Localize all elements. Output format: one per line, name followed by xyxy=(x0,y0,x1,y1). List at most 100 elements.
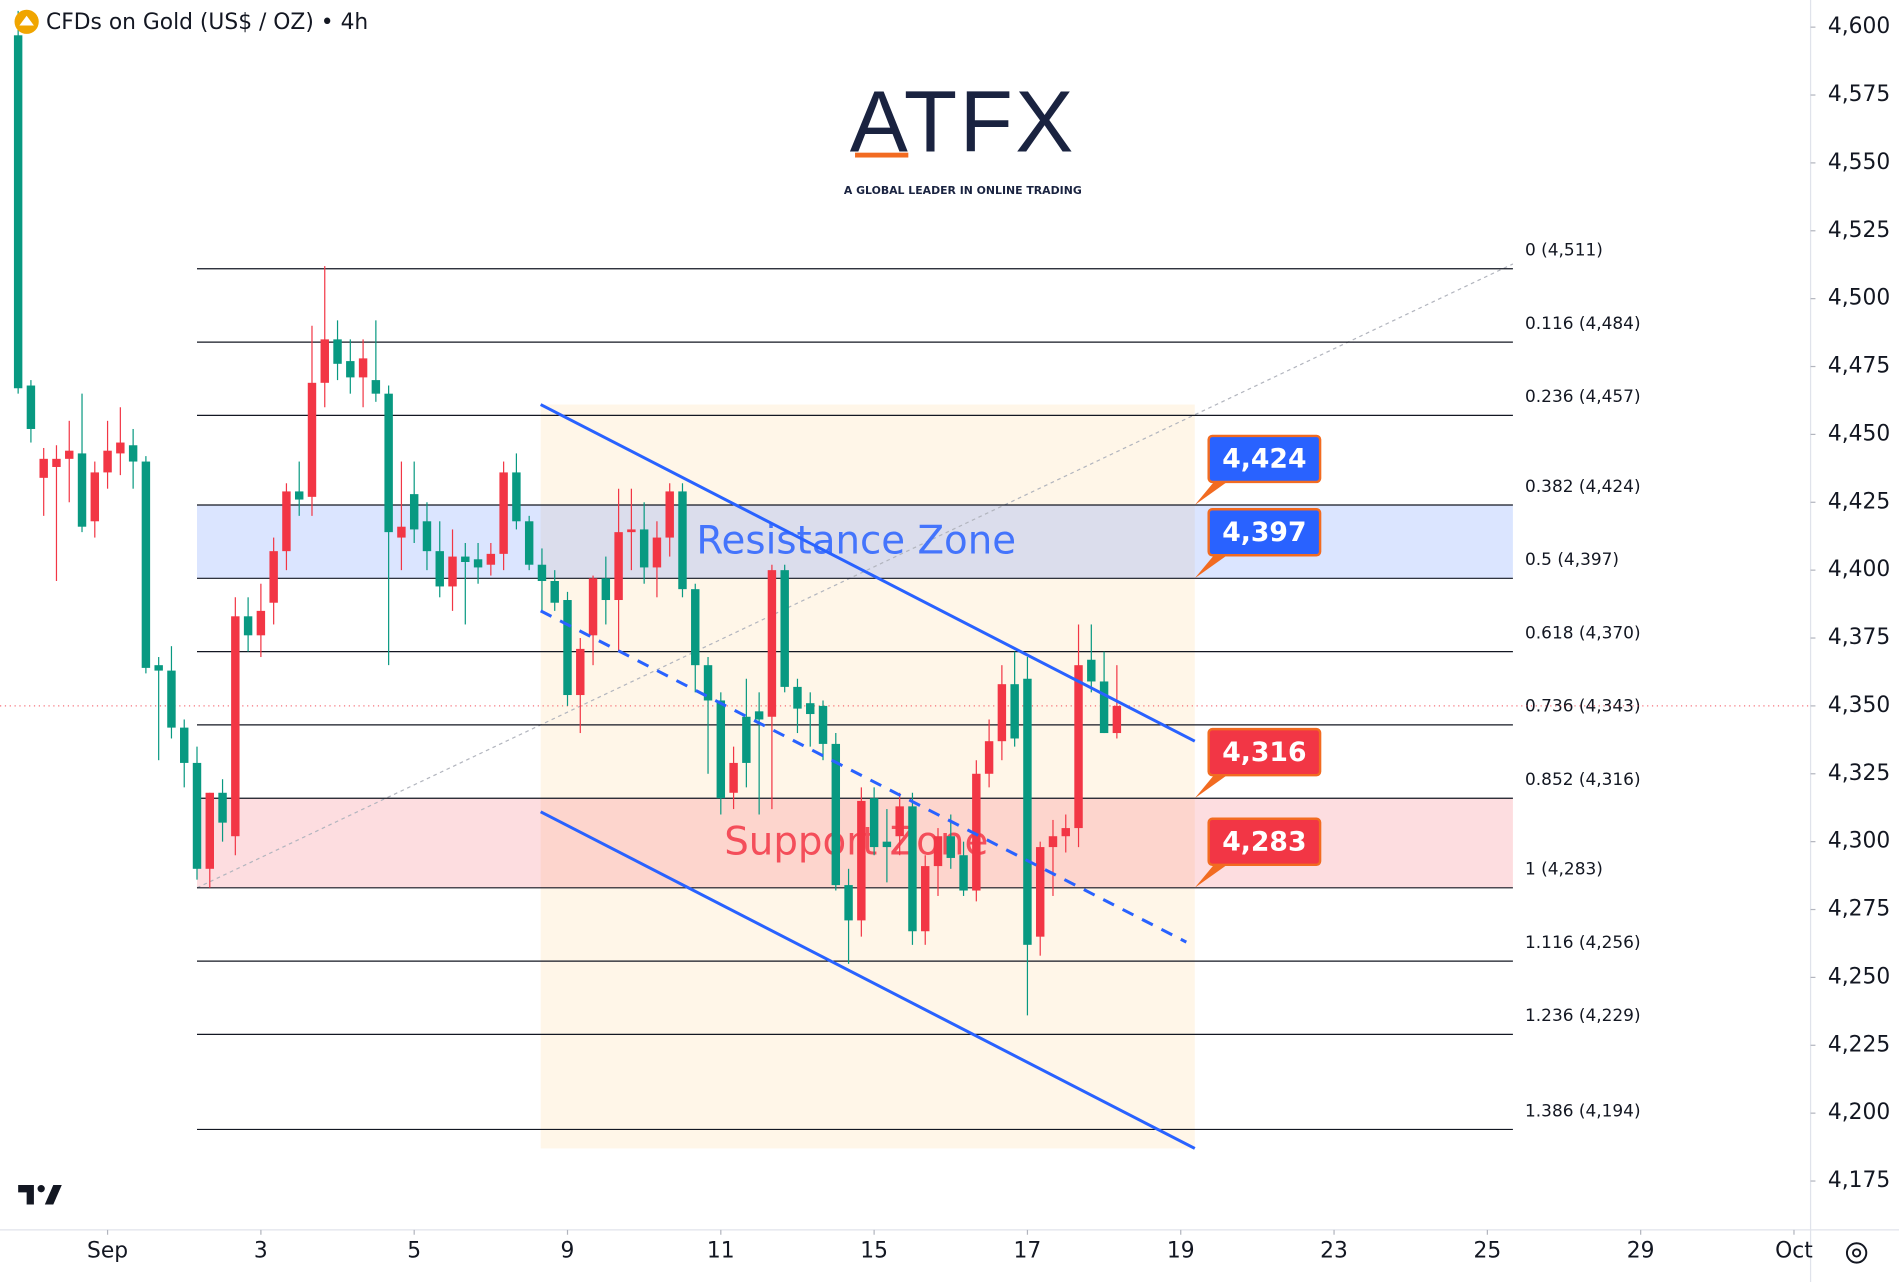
candle-body xyxy=(1010,684,1019,739)
candle-body xyxy=(473,559,483,568)
y-tick-label: 4,375 xyxy=(1828,625,1890,650)
candle-body xyxy=(1035,847,1045,937)
candle-body xyxy=(601,578,611,601)
callout-box xyxy=(1207,727,1322,777)
candle-body xyxy=(333,339,342,364)
candle-body xyxy=(576,648,585,696)
candle-body xyxy=(806,703,815,715)
candle-body xyxy=(294,491,304,500)
candle-body xyxy=(39,458,48,478)
candle-body xyxy=(422,521,432,552)
candle-body xyxy=(742,716,751,763)
y-tick-label: 4,275 xyxy=(1828,897,1890,922)
candle-body xyxy=(409,494,419,530)
candle-body xyxy=(716,700,726,799)
settings-icon[interactable] xyxy=(1845,1242,1868,1264)
candle-body xyxy=(192,762,202,869)
candle-body xyxy=(358,358,368,378)
x-tick-label: 29 xyxy=(1627,1239,1655,1264)
candle-body xyxy=(754,711,764,720)
candle-body xyxy=(141,461,151,668)
fib-label: 0.382 (4,424) xyxy=(1525,476,1641,496)
candle-body xyxy=(397,526,406,538)
candle-body xyxy=(857,800,866,921)
callout-label: 4,397 xyxy=(1222,517,1306,548)
candle-body xyxy=(218,792,227,823)
candle-body xyxy=(984,741,994,774)
fib-label: 1.116 (4,256) xyxy=(1525,932,1641,952)
trend-line xyxy=(539,810,1196,1150)
fib-label: 0.736 (4,343) xyxy=(1525,696,1641,716)
candle-body xyxy=(512,472,521,522)
fib-label: 0 (4,511) xyxy=(1525,240,1603,260)
y-tick-label: 4,575 xyxy=(1828,82,1890,107)
callout-label: 4,283 xyxy=(1222,826,1306,857)
candle-body xyxy=(435,551,444,587)
candle-body xyxy=(729,762,738,793)
tv-logo-part xyxy=(37,1185,45,1193)
callout-box xyxy=(1207,817,1322,866)
candle-body xyxy=(256,610,266,636)
candle-body xyxy=(1099,681,1109,734)
x-tick-label: 15 xyxy=(860,1239,888,1264)
tradingview-logo xyxy=(18,1185,62,1205)
candle-body xyxy=(486,553,496,565)
candle-body xyxy=(933,836,943,867)
candle-body xyxy=(26,385,36,429)
candle-body xyxy=(550,581,559,603)
fib-label: 1.236 (4,229) xyxy=(1525,1005,1641,1025)
candle-body xyxy=(384,393,393,533)
candle-body xyxy=(1061,828,1070,837)
candle-body xyxy=(128,445,138,462)
y-tick-label: 4,200 xyxy=(1828,1100,1890,1125)
candle-body xyxy=(167,670,176,728)
candle-body xyxy=(1087,659,1096,682)
fib-label: 1 (4,283) xyxy=(1525,859,1603,879)
chart-title: CFDs on Gold (US$ / OZ) • 4h xyxy=(46,10,368,35)
candle-body xyxy=(844,885,853,921)
candle-body xyxy=(320,339,329,383)
candle-body xyxy=(1023,678,1032,945)
zone-label: Support Zone xyxy=(724,820,988,865)
y-tick-label: 4,450 xyxy=(1828,421,1890,446)
candle-body xyxy=(627,529,636,533)
candle-body xyxy=(243,616,253,636)
logo-tagline: A GLOBAL LEADER IN ONLINE TRADING xyxy=(844,184,1082,197)
candle-body xyxy=(639,529,649,568)
callout-box xyxy=(1207,434,1322,484)
fib-label: 0.116 (4,484) xyxy=(1525,313,1641,333)
candle-body xyxy=(346,361,355,378)
y-tick-label: 4,400 xyxy=(1828,557,1890,582)
x-tick-label: 25 xyxy=(1473,1239,1501,1264)
candle-body xyxy=(678,491,687,590)
candle-body xyxy=(908,806,917,932)
candle-body xyxy=(1112,705,1122,734)
candle-body xyxy=(307,382,317,497)
candle-body xyxy=(1048,836,1058,848)
y-tick-label: 4,225 xyxy=(1828,1032,1890,1057)
y-tick-label: 4,500 xyxy=(1828,286,1890,311)
callout-box xyxy=(1207,508,1322,557)
symbol-icon-glyph xyxy=(19,15,34,26)
settings-icon-center[interactable] xyxy=(1852,1248,1862,1258)
candle-body xyxy=(665,491,674,538)
logo-accent xyxy=(855,152,909,158)
background-layer: 0 (4,511) 0.116 (4,484) 0.236 (4,457) 0.382… xyxy=(0,240,1811,1149)
settings-button[interactable] xyxy=(1845,1242,1868,1264)
candle-body xyxy=(537,564,547,582)
candle-body xyxy=(180,727,189,763)
candle-body xyxy=(103,450,112,473)
candle-body xyxy=(818,705,828,744)
candle-body xyxy=(652,537,662,568)
x-tick-label: 11 xyxy=(707,1239,735,1264)
callout-label: 4,316 xyxy=(1222,737,1306,768)
candle-body xyxy=(921,866,930,932)
candle-body xyxy=(703,665,713,701)
candle-body xyxy=(90,472,100,522)
candle-body xyxy=(793,686,802,709)
trend-line xyxy=(539,403,1196,743)
y-tick-label: 4,550 xyxy=(1828,150,1890,175)
candle-body xyxy=(780,570,789,687)
